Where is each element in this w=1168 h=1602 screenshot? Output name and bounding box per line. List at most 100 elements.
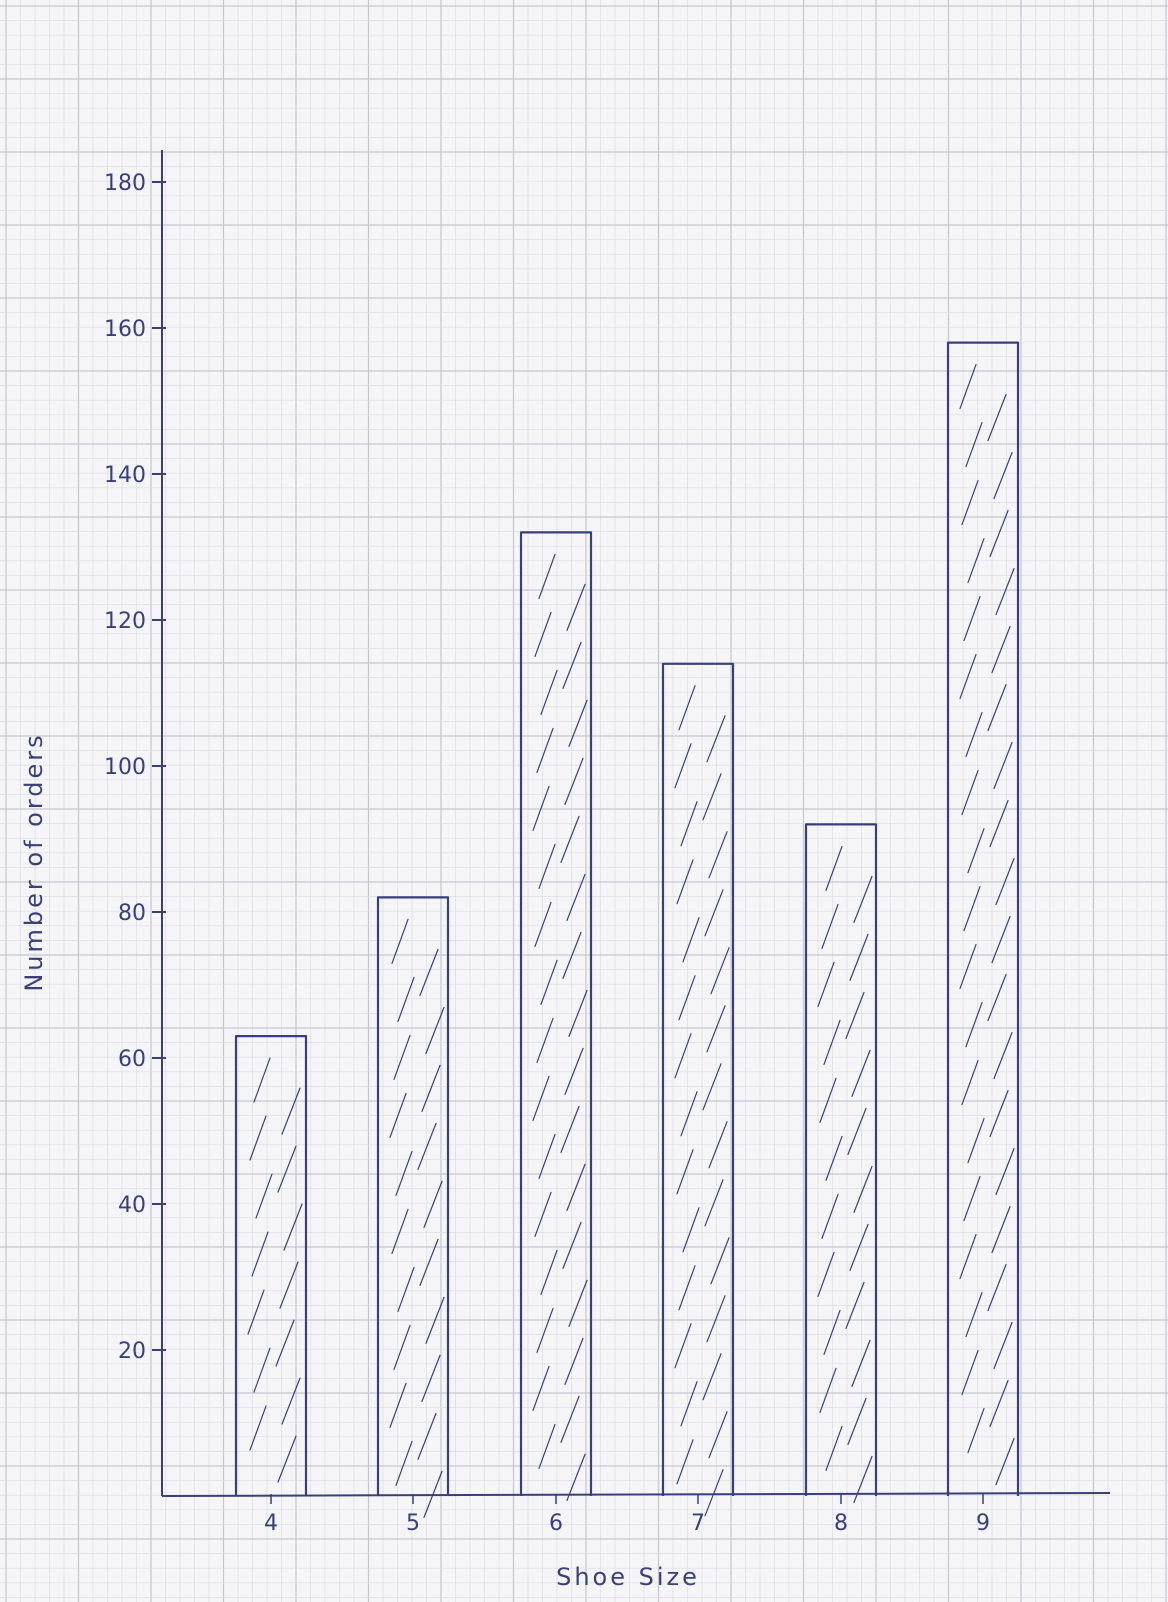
y-axis-title: Number of orders [20,732,48,991]
hatch-stroke [989,510,1009,558]
hatch-stroke [959,653,977,700]
hatch-stroke [538,1423,556,1470]
hatch-stroke [532,785,550,832]
bar-outline [234,1035,308,1496]
hatch-stroke [959,1233,977,1280]
hatch-stroke [847,1107,867,1156]
bar-6 [519,531,593,1502]
hatch-stroke [389,1382,407,1429]
hatch-stroke [395,1150,413,1197]
hatch-stroke [538,553,556,600]
hatch-stroke [566,1163,586,1212]
hatch-stroke [560,1105,580,1154]
hatch-stroke [967,1407,985,1454]
hatch-stroke [674,1033,692,1079]
hatch-stroke [708,831,728,879]
x-axis-line [161,1492,1111,1497]
hatch-stroke [825,845,843,892]
bar-7 [661,662,735,1517]
y-tick-label: 120 [104,609,146,634]
hatch-stroke [566,873,586,922]
hatch-stroke [987,1263,1007,1312]
hatch-stroke [987,394,1007,442]
hatch-stroke [534,1191,552,1238]
hatch-stroke [989,799,1009,848]
hatch-stroke [680,801,698,847]
hatch-stroke [564,757,584,806]
hatch-stroke [993,1321,1013,1370]
y-tick-label: 80 [118,901,146,926]
x-axis-title: Shoe Size [556,1563,700,1591]
x-tick-label: 8 [834,1511,848,1536]
x-tick-label: 4 [264,1511,278,1536]
y-tick-label: 100 [104,755,146,780]
hatch-stroke [532,1365,550,1412]
hatch-stroke [253,1347,271,1393]
hatch-stroke [682,1207,700,1253]
bar-8 [804,823,878,1504]
hatch-stroke [963,885,981,932]
hatch-stroke [704,1469,724,1517]
hatch-stroke [989,1089,1009,1138]
hatch-stroke [281,1087,301,1135]
axes [161,150,1111,1497]
hatch-stroke [562,1221,582,1270]
hatch-stroke [702,1353,722,1401]
bar-outline [661,662,735,1496]
hatch-stroke [540,669,558,716]
hatch-stroke [967,537,985,584]
hatch-stroke [706,715,726,763]
hatch-stroke [708,1121,728,1169]
hatch-stroke [562,641,582,690]
hatch-stroke [419,1238,439,1287]
hatch-stroke [568,699,588,748]
hatch-stroke [706,1005,726,1053]
hatch-stroke [564,1047,584,1096]
hatch-stroke [536,727,554,774]
hatch-stroke [987,683,1007,732]
hatch-stroke [676,1439,694,1485]
hatch-stroke [423,1180,443,1229]
hatch-stroke [421,1354,441,1403]
hatch-stroke [817,1251,835,1298]
hatch-stroke [704,1179,724,1227]
hatch-stroke [562,931,582,980]
hatch-stroke [821,1193,839,1240]
hatch-stroke [560,1395,580,1444]
hatch-stroke [389,1092,407,1139]
hatch-stroke [676,1149,694,1195]
hatch-stroke [251,1231,269,1277]
hatch-stroke [674,1323,692,1369]
x-tick-label: 9 [976,1511,990,1536]
y-tick-label: 40 [118,1193,146,1218]
hatch-stroke [425,1006,445,1055]
bar-9 [946,341,1020,1496]
hatch-stroke [702,1063,722,1111]
hatch-stroke [991,625,1011,674]
hatch-stroke [674,743,692,789]
hatch-stroke [568,989,588,1038]
hatch-stroke [706,1295,726,1343]
hatch-stroke [419,948,439,997]
y-tick-label: 180 [104,171,146,196]
hatch-stroke [849,1223,869,1272]
hatch-stroke [540,1249,558,1296]
x-tick-label: 5 [406,1511,420,1536]
hatch-stroke [560,815,580,864]
bar-outline [376,896,450,1496]
hatch-stroke [566,1453,586,1502]
hatch-stroke [825,1135,843,1182]
hatch-stroke [853,875,873,924]
hatch-stroke [536,1307,554,1354]
hatch-stroke [987,973,1007,1022]
hatch-stroke [817,961,835,1008]
hatch-stroke [967,1117,985,1164]
bar-4 [234,1035,308,1496]
hatch-stroke [989,1379,1009,1428]
hatch-stroke [534,611,552,658]
hatch-stroke [279,1261,299,1309]
hatch-stroke [393,1034,411,1081]
hatch-stroke [963,595,981,642]
hatch-stroke [710,947,730,995]
